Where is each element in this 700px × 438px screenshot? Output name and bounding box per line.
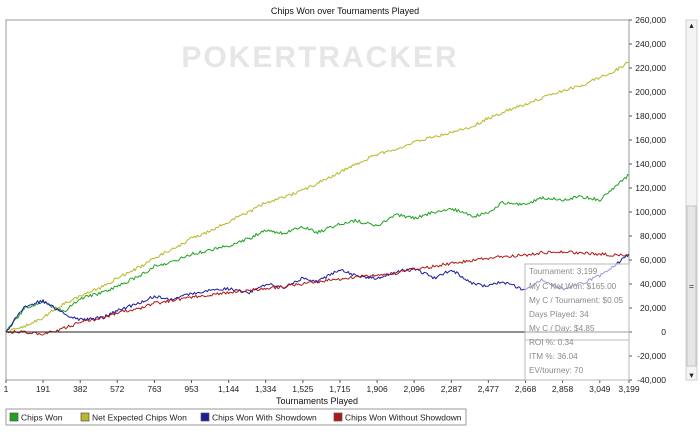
scrollbar-thumb[interactable] xyxy=(686,205,697,367)
y-axis-ticks: -40,000 -20,000 0 20,000 40,000 60,000 80,000 1… xyxy=(629,15,666,385)
x-tick-label: 2,477 xyxy=(478,384,500,394)
tooltip-box xyxy=(524,263,630,381)
x-tick-label: 2,858 xyxy=(552,384,574,394)
tooltip-net-won: My C Net Won: $165.00 xyxy=(529,282,617,291)
x-axis-ticks: 1 191 382 572 763 953 1,144 1,334 1,525 1,715 1,90… xyxy=(4,380,640,394)
x-tick-label: 382 xyxy=(73,384,87,394)
scrollbar-grip-icon[interactable]: = xyxy=(689,281,694,291)
y-tick-label: 220,000 xyxy=(635,63,666,73)
x-tick-label: 3,049 xyxy=(589,384,611,394)
hover-tooltip: Tournament: 3,199 My C Net Won: $165.00 … xyxy=(524,263,630,381)
legend-swatch-icon xyxy=(333,412,343,422)
legend-item-chips-won[interactable]: Chips Won xyxy=(9,412,63,423)
y-tick-label: 120,000 xyxy=(635,183,666,193)
y-tick-label: 100,000 xyxy=(635,207,666,217)
legend-swatch-icon xyxy=(80,412,90,422)
y-tick-label: -40,000 xyxy=(637,375,666,385)
tooltip-days-played: Days Played: 34 xyxy=(529,310,589,319)
x-tick-label: 572 xyxy=(110,384,124,394)
tooltip-per-tournament: My C / Tournament: $0.05 xyxy=(529,296,623,305)
y-tick-label: 200,000 xyxy=(635,87,666,97)
y-tick-label: 20,000 xyxy=(640,303,666,313)
legend-item-chips-won-with-showdown[interactable]: Chips Won With Showdown xyxy=(200,412,317,423)
x-tick-label: 2,096 xyxy=(403,384,425,394)
y-tick-label: 60,000 xyxy=(640,255,666,265)
y-tick-label: 260,000 xyxy=(635,15,666,25)
x-tick-label: 2,287 xyxy=(441,384,463,394)
scroll-up-arrow-icon[interactable]: ▴ xyxy=(689,20,694,30)
x-tick-label: 2,668 xyxy=(515,384,537,394)
scrollbar-track[interactable] xyxy=(685,19,698,381)
tooltip-tournament: Tournament: 3,199 xyxy=(529,267,598,276)
legend-label: Chips Won Without Showdown xyxy=(345,413,462,423)
legend-label: Chips Won xyxy=(21,413,63,423)
y-tick-label: 240,000 xyxy=(635,39,666,49)
vertical-scrollbar[interactable]: ▴ = ▾ xyxy=(685,19,698,381)
legend-swatch-icon xyxy=(200,412,210,422)
y-tick-label: 140,000 xyxy=(635,159,666,169)
y-tick-label: -20,000 xyxy=(637,351,666,361)
x-tick-label: 953 xyxy=(184,384,198,394)
tooltip-per-day: My C / Day: $4.85 xyxy=(529,324,595,333)
tooltip-itm: ITM %: 36.04 xyxy=(529,352,578,361)
scroll-down-arrow-icon[interactable]: ▾ xyxy=(689,370,694,380)
chart-title: Chips Won over Tournaments Played xyxy=(271,6,419,16)
x-tick-label: 1,525 xyxy=(292,384,314,394)
legend-label: Chips Won With Showdown xyxy=(212,413,317,423)
x-tick-label: 1 xyxy=(4,384,9,394)
series-line-net-expected-chips-won xyxy=(5,61,630,334)
pokertracker-watermark: POKERTRACKER xyxy=(181,41,458,74)
legend-item-chips-won-without-showdown[interactable]: Chips Won Without Showdown xyxy=(333,412,462,423)
series-line-chips-won-without-showdown xyxy=(5,250,630,336)
legend-swatch-icon xyxy=(9,412,19,422)
y-tick-label: 160,000 xyxy=(635,135,666,145)
x-tick-label: 1,715 xyxy=(329,384,351,394)
x-tick-label: 1,906 xyxy=(366,384,388,394)
legend-label: Net Expected Chips Won xyxy=(92,413,187,423)
legend-item-net-expected-chips-won[interactable]: Net Expected Chips Won xyxy=(80,412,187,423)
plot-area xyxy=(5,19,630,381)
series-line-chips-won xyxy=(5,174,630,333)
x-tick-label: 1,334 xyxy=(255,384,277,394)
y-tick-label: 180,000 xyxy=(635,111,666,121)
x-tick-label: 763 xyxy=(147,384,161,394)
y-tick-label: 80,000 xyxy=(640,231,666,241)
tooltip-ev: EV/tourney: 70 xyxy=(529,366,584,375)
legend-box xyxy=(5,408,467,426)
y-tick-label: 0 xyxy=(661,327,666,337)
y-tick-label: 40,000 xyxy=(640,279,666,289)
x-tick-label: 1,144 xyxy=(218,384,240,394)
x-axis-label: Tournaments Played xyxy=(276,396,358,406)
tooltip-roi: ROI %: 0.34 xyxy=(529,338,574,347)
chart-legend: Chips Won Net Expected Chips Won Chips W… xyxy=(5,408,467,426)
x-tick-label: 191 xyxy=(36,384,50,394)
x-tick-label: 3,199 xyxy=(618,384,640,394)
